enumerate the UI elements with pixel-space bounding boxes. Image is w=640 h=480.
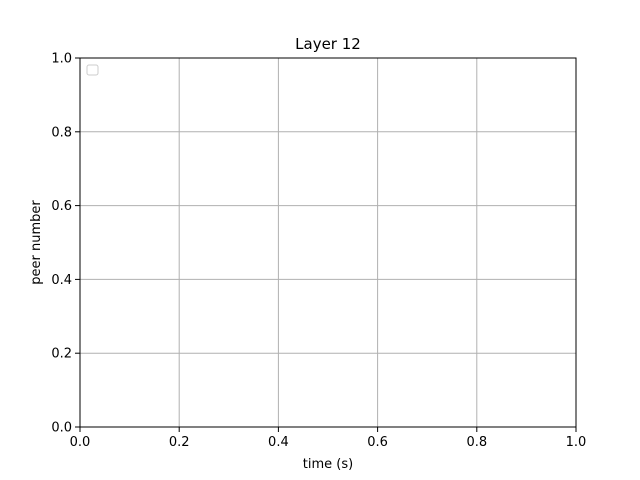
y-tick-label: 0.6 [51,199,72,214]
plot-frame [79,57,577,428]
x-tick-label: 1.0 [566,435,587,450]
y-tick-label: 0.2 [51,347,72,362]
y-tick-label: 0.4 [51,273,72,288]
x-tick-label: 0.2 [169,435,190,450]
chart-title: Layer 12 [295,35,361,53]
x-tick-label: 0.0 [70,435,91,450]
y-axis: 0.0 0.2 0.4 0.6 0.8 1.0 [51,52,80,436]
x-tick-label: 0.4 [268,435,289,450]
x-axis: 0.0 0.2 0.4 0.6 0.8 1.0 [70,427,587,450]
y-tick-label: 0.8 [51,125,72,140]
grid [79,57,577,428]
x-tick-label: 0.8 [466,435,487,450]
x-axis-label: time (s) [303,457,353,472]
y-axis-label: peer number [29,200,44,285]
legend-box [86,64,99,76]
x-tick-label: 0.6 [367,435,388,450]
y-tick-label: 0.0 [51,421,72,436]
y-tick-label: 1.0 [51,52,72,67]
